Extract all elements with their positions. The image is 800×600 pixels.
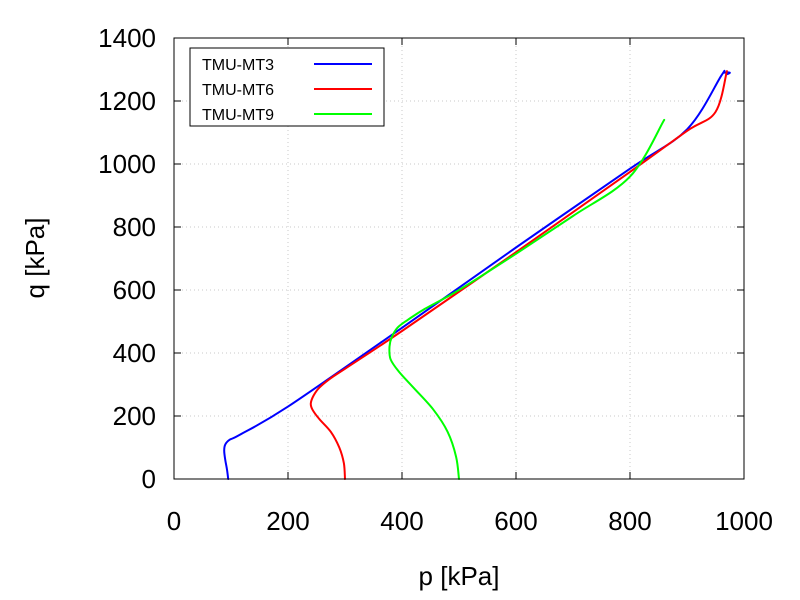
x-tick-label: 0 [167, 506, 181, 536]
legend: TMU-MT3 TMU-MT6 TMU-MT9 [189, 47, 385, 127]
y-tick-label: 200 [113, 401, 156, 431]
legend-label-tmu-mt6: TMU-MT6 [202, 82, 274, 99]
ticks: 0 200 400 600 800 1000 0 200 400 600 800 1000 1200 14… [98, 23, 773, 536]
legend-box [189, 47, 385, 127]
y-axis-label: q [kPa] [20, 218, 50, 299]
x-tick-label: 400 [380, 506, 423, 536]
y-tick-label: 0 [142, 464, 156, 494]
plot-area-frame [173, 37, 745, 480]
x-tick-label: 1000 [715, 506, 773, 536]
legend-label-tmu-mt3: TMU-MT3 [202, 57, 274, 74]
series-line-tmu-mt9 [388, 118, 666, 480]
series-lines [223, 69, 731, 480]
x-tick-label: 200 [266, 506, 309, 536]
y-tick-label: 1200 [98, 86, 156, 116]
x-tick-label: 600 [494, 506, 537, 536]
y-tick-label: 1400 [98, 23, 156, 53]
series-line-tmu-mt6 [309, 70, 728, 480]
y-tick-label: 1000 [98, 149, 156, 179]
y-tick-label: 400 [113, 338, 156, 368]
legend-label-tmu-mt9: TMU-MT9 [202, 107, 274, 124]
x-tick-label: 800 [608, 506, 651, 536]
y-tick-label: 600 [113, 275, 156, 305]
series-line-tmu-mt3 [223, 69, 731, 480]
y-tick-label: 800 [113, 212, 156, 242]
x-axis-label: p [kPa] [419, 561, 500, 591]
